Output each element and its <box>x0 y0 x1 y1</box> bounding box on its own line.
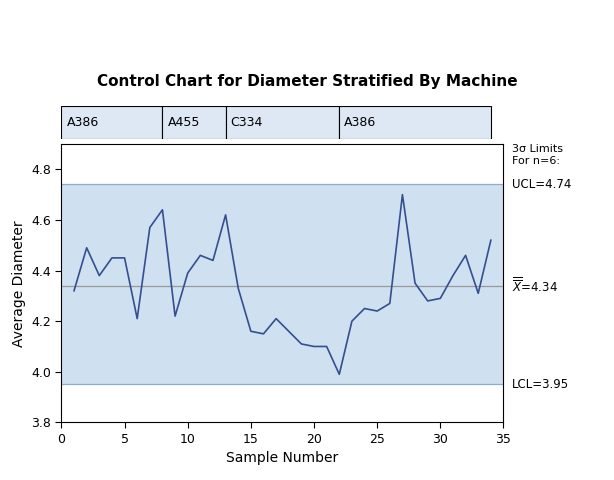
Bar <box>61 106 163 139</box>
Text: $\overline{\overline{X}}$=4.34: $\overline{\overline{X}}$=4.34 <box>512 276 558 295</box>
Y-axis label: Average Diameter: Average Diameter <box>12 220 26 347</box>
Bar <box>225 106 340 139</box>
Text: LCL=3.95: LCL=3.95 <box>512 378 569 391</box>
X-axis label: Sample Number: Sample Number <box>227 451 338 466</box>
Text: 3σ Limits
For n=6:: 3σ Limits For n=6: <box>512 144 563 166</box>
Bar <box>61 184 503 384</box>
Text: A386: A386 <box>66 116 99 129</box>
Text: Control Chart for Diameter Stratified By Machine: Control Chart for Diameter Stratified By… <box>96 74 518 89</box>
Text: A386: A386 <box>344 116 376 129</box>
Text: A455: A455 <box>168 116 200 129</box>
Bar <box>163 106 225 139</box>
Bar <box>340 106 491 139</box>
Text: C334: C334 <box>231 116 263 129</box>
Text: UCL=4.74: UCL=4.74 <box>512 178 572 191</box>
